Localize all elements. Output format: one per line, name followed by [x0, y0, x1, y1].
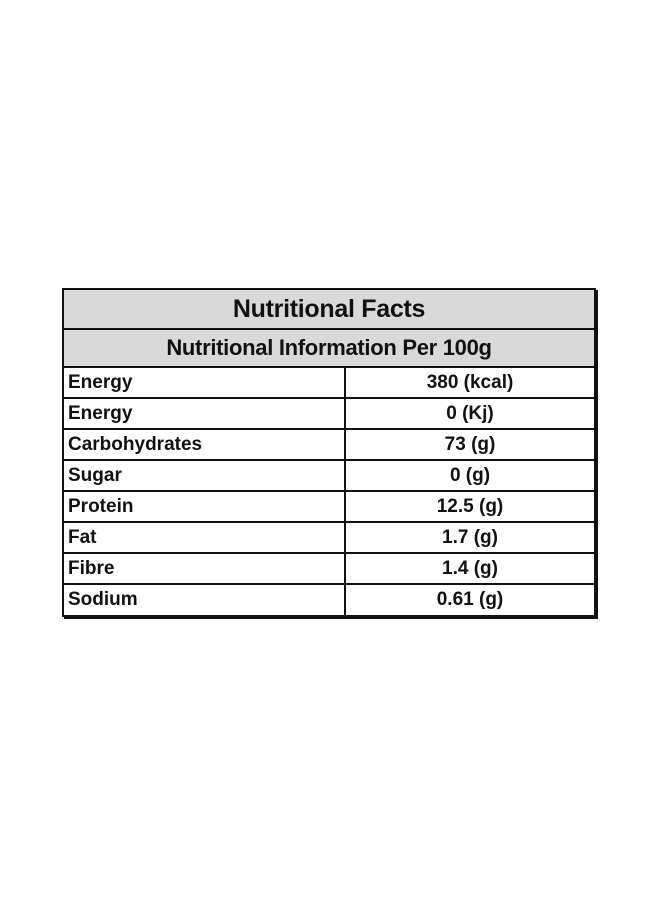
nutrient-name: Sodium	[64, 585, 346, 615]
table-row: Carbohydrates 73 (g)	[64, 430, 594, 461]
nutrient-value: 0.61 (g)	[436, 589, 504, 610]
nutrient-name: Energy	[64, 368, 346, 397]
nutrient-value: 1.7 (g)	[442, 526, 498, 548]
table-row: Sodium 0.61 (g)	[64, 585, 594, 615]
table-row: Energy 380 (kcal)	[64, 368, 594, 399]
nutrition-facts-table: Nutritional Facts Nutritional Informatio…	[62, 288, 596, 617]
nutrient-name: Fibre	[64, 554, 346, 583]
table-row: Sugar 0 (g)	[64, 461, 594, 492]
table-title: Nutritional Facts	[64, 290, 594, 330]
nutrient-name: Energy	[64, 399, 346, 428]
table-row: Fibre 1.4 (g)	[64, 554, 594, 585]
nutrient-value: 1.4 (g)	[442, 557, 498, 579]
table-row: Energy 0 (Kj)	[64, 399, 594, 430]
nutrient-value: 380 (kcal)	[426, 371, 514, 393]
nutrient-name: Protein	[64, 492, 346, 521]
table-subtitle: Nutritional Information Per 100g	[64, 330, 594, 368]
table-row: Fat 1.7 (g)	[64, 523, 594, 554]
nutrient-value: 0 (g)	[449, 464, 491, 486]
nutrient-value: 73 (g)	[444, 433, 496, 455]
nutrient-name: Sugar	[64, 461, 346, 490]
nutrient-value: 0 (Kj)	[446, 402, 494, 424]
table-row: Protein 12.5 (g)	[64, 492, 594, 523]
nutrient-value: 12.5 (g)	[436, 495, 504, 517]
nutrient-name: Fat	[64, 523, 346, 552]
nutrient-name: Carbohydrates	[64, 430, 346, 459]
